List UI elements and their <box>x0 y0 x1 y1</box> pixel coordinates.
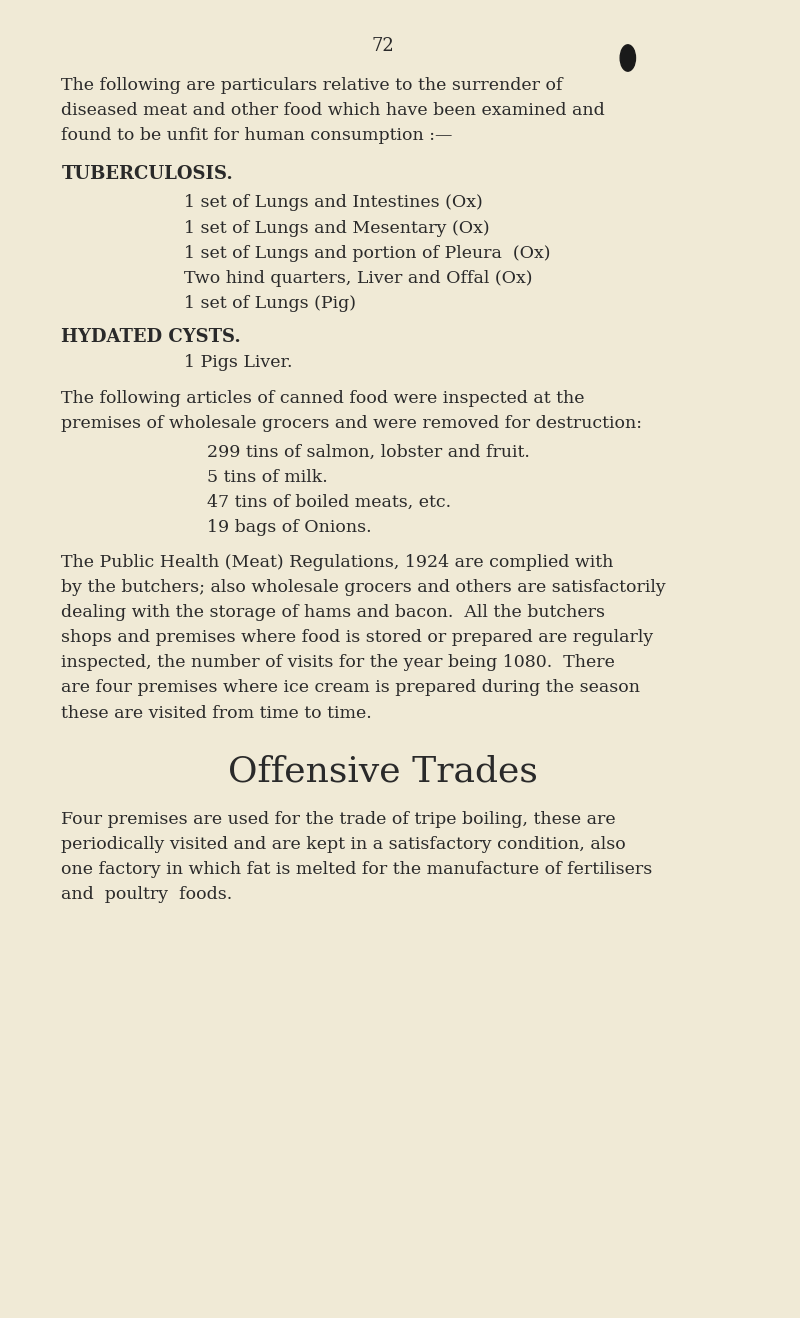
Text: 1 set of Lungs (Pig): 1 set of Lungs (Pig) <box>184 295 356 311</box>
Text: one factory in which fat is melted for the manufacture of fertilisers: one factory in which fat is melted for t… <box>62 862 653 878</box>
Text: 19 bags of Onions.: 19 bags of Onions. <box>206 519 371 535</box>
Text: dealing with the storage of hams and bacon.  All the butchers: dealing with the storage of hams and bac… <box>62 605 606 621</box>
Text: by the butchers; also wholesale grocers and others are satisfactorily: by the butchers; also wholesale grocers … <box>62 580 666 596</box>
Text: are four premises where ice cream is prepared during the season: are four premises where ice cream is pre… <box>62 680 640 696</box>
Text: The following are particulars relative to the surrender of: The following are particulars relative t… <box>62 78 562 94</box>
Text: inspected, the number of visits for the year being 1080.  There: inspected, the number of visits for the … <box>62 655 615 671</box>
Text: 47 tins of boiled meats, etc.: 47 tins of boiled meats, etc. <box>206 494 451 510</box>
Text: Two hind quarters, Liver and Offal (Ox): Two hind quarters, Liver and Offal (Ox) <box>184 270 532 286</box>
Text: The following articles of canned food were inspected at the: The following articles of canned food we… <box>62 390 585 406</box>
Text: 1 set of Lungs and portion of Pleura  (Ox): 1 set of Lungs and portion of Pleura (Ox… <box>184 245 550 261</box>
Text: 299 tins of salmon, lobster and fruit.: 299 tins of salmon, lobster and fruit. <box>206 444 530 460</box>
Text: premises of wholesale grocers and were removed for destruction:: premises of wholesale grocers and were r… <box>62 415 642 431</box>
Text: 5 tins of milk.: 5 tins of milk. <box>206 469 327 485</box>
Text: Offensive Trades: Offensive Trades <box>228 754 538 788</box>
Text: The Public Health (Meat) Regulations, 1924 are complied with: The Public Health (Meat) Regulations, 19… <box>62 555 614 571</box>
Text: Four premises are used for the trade of tripe boiling, these are: Four premises are used for the trade of … <box>62 812 616 828</box>
Text: HYDATED CYSTS.: HYDATED CYSTS. <box>62 328 241 347</box>
Text: diseased meat and other food which have been examined and: diseased meat and other food which have … <box>62 103 605 119</box>
Circle shape <box>620 45 635 71</box>
Text: shops and premises where food is stored or prepared are regularly: shops and premises where food is stored … <box>62 630 654 646</box>
Text: periodically visited and are kept in a satisfactory condition, also: periodically visited and are kept in a s… <box>62 837 626 853</box>
Text: these are visited from time to time.: these are visited from time to time. <box>62 705 372 721</box>
Text: TUBERCULOSIS.: TUBERCULOSIS. <box>62 165 233 183</box>
Text: found to be unfit for human consumption :—: found to be unfit for human consumption … <box>62 128 453 144</box>
Text: 1 set of Lungs and Intestines (Ox): 1 set of Lungs and Intestines (Ox) <box>184 195 482 211</box>
Text: 1 Pigs Liver.: 1 Pigs Liver. <box>184 355 292 370</box>
Text: and  poultry  foods.: and poultry foods. <box>62 887 233 903</box>
Text: 72: 72 <box>371 37 394 55</box>
Text: 1 set of Lungs and Mesentary (Ox): 1 set of Lungs and Mesentary (Ox) <box>184 220 490 236</box>
